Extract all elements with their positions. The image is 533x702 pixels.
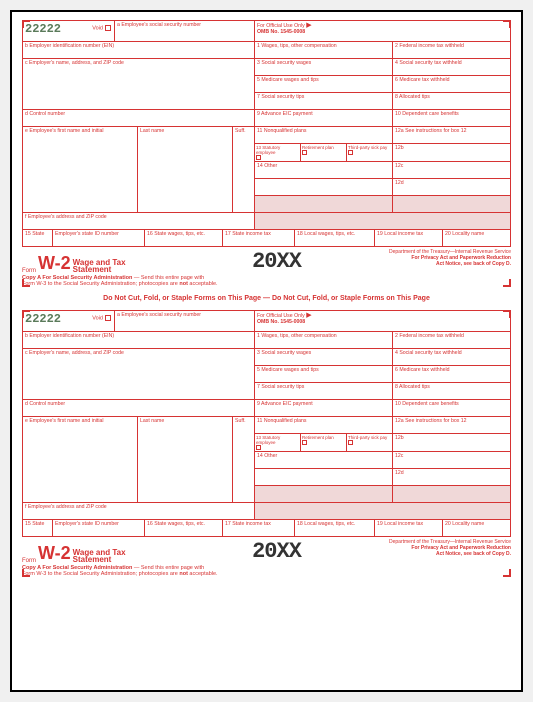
tax-year: 20XX — [252, 539, 301, 564]
w2-form: 22222 Void a Employee's social security … — [22, 20, 511, 287]
form-code: W-2 — [38, 543, 71, 564]
warning-text: Do Not Cut, Fold, or Staple Forms on Thi… — [22, 295, 511, 302]
sickpay-checkbox[interactable] — [348, 440, 353, 445]
retirement-checkbox[interactable] — [302, 150, 307, 155]
retirement-checkbox[interactable] — [302, 440, 307, 445]
tax-year: 20XX — [252, 249, 301, 274]
statutory-checkbox[interactable] — [256, 155, 261, 160]
statutory-checkbox[interactable] — [256, 445, 261, 450]
page: 22222 Void a Employee's social security … — [10, 10, 523, 692]
void-checkbox[interactable] — [105, 315, 111, 321]
void-checkbox[interactable] — [105, 25, 111, 31]
sickpay-checkbox[interactable] — [348, 150, 353, 155]
control-number: 22222 — [25, 312, 61, 326]
control-number: 22222 — [25, 22, 61, 36]
form-code: W-2 — [38, 253, 71, 274]
w2-form: 22222 Void a Employee's social security … — [22, 310, 511, 577]
